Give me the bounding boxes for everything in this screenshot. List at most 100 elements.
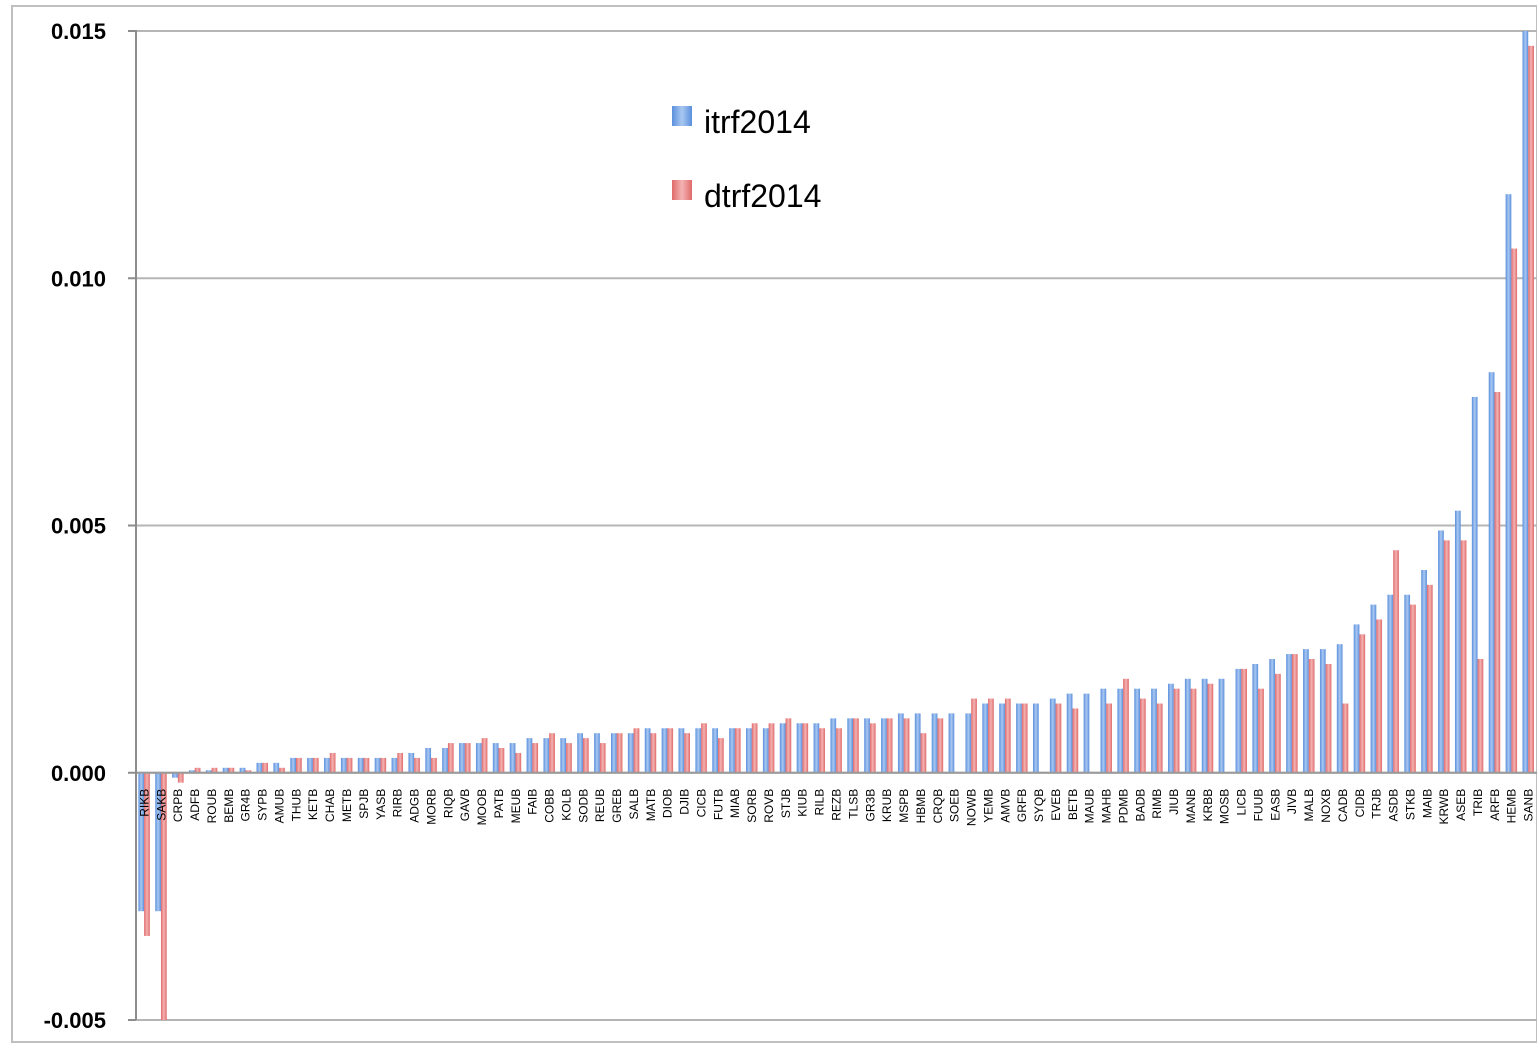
bar-itrf2014-AMUB [273,762,280,773]
x-tick-label: REUB [593,789,607,822]
bar-itrf2014-CIDB [1353,624,1360,773]
x-tick-label: FUUB [1251,789,1265,822]
bar-dtrf2014-ROVB [768,723,775,773]
bar-dtrf2014-CHAB [329,752,336,773]
legend: itrf2014 dtrf2014 [672,104,821,214]
x-tick-label: MALB [1302,789,1316,822]
bar-dtrf2014-MAHB [1106,703,1112,773]
x-tick-label: MIAB [728,789,742,818]
bar-itrf2014-MANB [1184,678,1191,773]
bar-itrf2014-SAKB [155,772,161,912]
x-tick-label: MORB [424,789,438,825]
bar-itrf2014-ASDB [1387,594,1394,773]
x-tick-label: ARFB [1488,789,1502,821]
x-tick-label: GR3B [863,789,877,822]
y-tick-label: 0.010 [51,266,106,291]
x-tick-label: EVEB [1049,789,1063,821]
bar-dtrf2014-GR3B [869,723,876,773]
bar-dtrf2014-MATB [650,733,657,773]
bar-dtrf2014-CRQB [937,718,944,773]
x-tick-label: NOXB [1319,789,1333,823]
bar-itrf2014-STJB [779,723,786,773]
bar-dtrf2014-HBMB [920,733,927,773]
bar-itrf2014-FUTB [712,728,719,773]
gridlines [128,30,1537,1021]
bar-itrf2014-LICB [1235,668,1242,773]
bar-itrf2014-CRQB [931,713,938,773]
bar-dtrf2014-NOWB [971,698,977,773]
bar-dtrf2014-RIRB [397,752,404,773]
x-tick-label: STKB [1403,789,1417,820]
bar-itrf2014-DIOB [661,728,668,773]
bar-dtrf2014-MOOB [481,738,488,773]
legend-label-itrf2014: itrf2014 [704,104,811,140]
bar-dtrf2014-KOLB [566,743,572,773]
bar-itrf2014-GAVB [459,743,465,773]
bar-dtrf2014-SORB [751,723,758,773]
bar-dtrf2014-JIUB [1173,688,1180,773]
legend-label-dtrf2014: dtrf2014 [704,178,821,214]
bar-itrf2014-BETB [1066,693,1073,773]
bar-dtrf2014-CADB [1342,703,1349,773]
x-tick-label: RIRB [391,789,405,818]
x-tick-label: EASB [1268,789,1282,821]
y-tick-label: 0.005 [51,514,106,539]
bar-itrf2014-RIQB [442,748,448,773]
bar-dtrf2014-TRJB [1376,619,1383,773]
bar-itrf2014-JIUB [1168,683,1174,773]
x-tick-label: AMVB [998,789,1012,823]
bar-dtrf2014-BETB [1072,708,1079,773]
x-tick-label: GR4B [239,789,253,822]
bar-itrf2014-CADB [1336,644,1343,773]
bar-dtrf2014-ADFB [194,767,201,773]
x-tick-label: ADGB [408,789,422,823]
bar-itrf2014-KIUB [796,723,803,773]
bar-dtrf2014-KRBB [1207,683,1214,773]
x-tick-label: COBB [543,789,557,823]
x-tick-label: MAIB [1420,789,1434,818]
bar-dtrf2014-MIAB [734,728,741,773]
x-tick-label: MATB [644,789,658,821]
bar-itrf2014-FAIB [526,738,533,773]
bar-itrf2014-SYQB [1032,703,1039,773]
x-tick-label: ASEB [1454,789,1468,821]
x-tick-label: SANB [1522,789,1536,822]
bar-dtrf2014-SALB [633,728,640,773]
bar-dtrf2014-CICB [701,723,707,773]
bar-itrf2014-DJIB [678,728,685,773]
bar-itrf2014-METB [340,757,347,773]
bar-dtrf2014-BEMB [228,767,235,773]
bar-dtrf2014-AMVB [1004,698,1011,773]
x-tick-label: PATB [492,789,506,819]
x-tick-label: AMUB [272,789,286,824]
bar-itrf2014-THUB [290,757,297,773]
bar-itrf2014-SALB [627,733,634,773]
bar-itrf2014-EASB [1269,659,1276,773]
bar-dtrf2014-SAKB [160,772,167,1020]
x-tick-label: CHAB [323,789,337,822]
x-tick-label: DIOB [661,789,675,818]
x-tick-label: RIQB [441,789,455,818]
x-tick-label: TLSB [846,789,860,819]
bar-itrf2014-ASEB [1454,510,1461,773]
bar-dtrf2014-STKB [1410,604,1416,773]
bar-itrf2014-ADGB [408,752,415,773]
bar-itrf2014-FUUB [1252,663,1259,773]
bar-dtrf2014-SPJB [363,757,370,773]
bar-dtrf2014-MANB [1190,688,1197,773]
bar-itrf2014-NOXB [1319,649,1326,773]
x-tick-label: KRBB [1201,789,1215,822]
x-tick-label: CIDB [1353,789,1367,818]
bar-itrf2014-KRBB [1201,678,1208,773]
x-tick-label: JIUB [1167,789,1181,815]
x-tick-label: BADB [1133,789,1147,822]
x-tick-label: CADB [1336,789,1350,822]
bar-itrf2014-GR4B [239,767,246,773]
bar-dtrf2014-REZB [836,728,842,773]
bar-dtrf2014-KETB [312,757,319,773]
bar-dtrf2014-THUB [296,757,302,773]
legend-swatch-dtrf2014 [672,180,692,200]
bar-itrf2014-TRIB [1471,396,1478,773]
bar-dtrf2014-TRIB [1477,659,1484,773]
x-tick-label: STJB [779,789,793,818]
